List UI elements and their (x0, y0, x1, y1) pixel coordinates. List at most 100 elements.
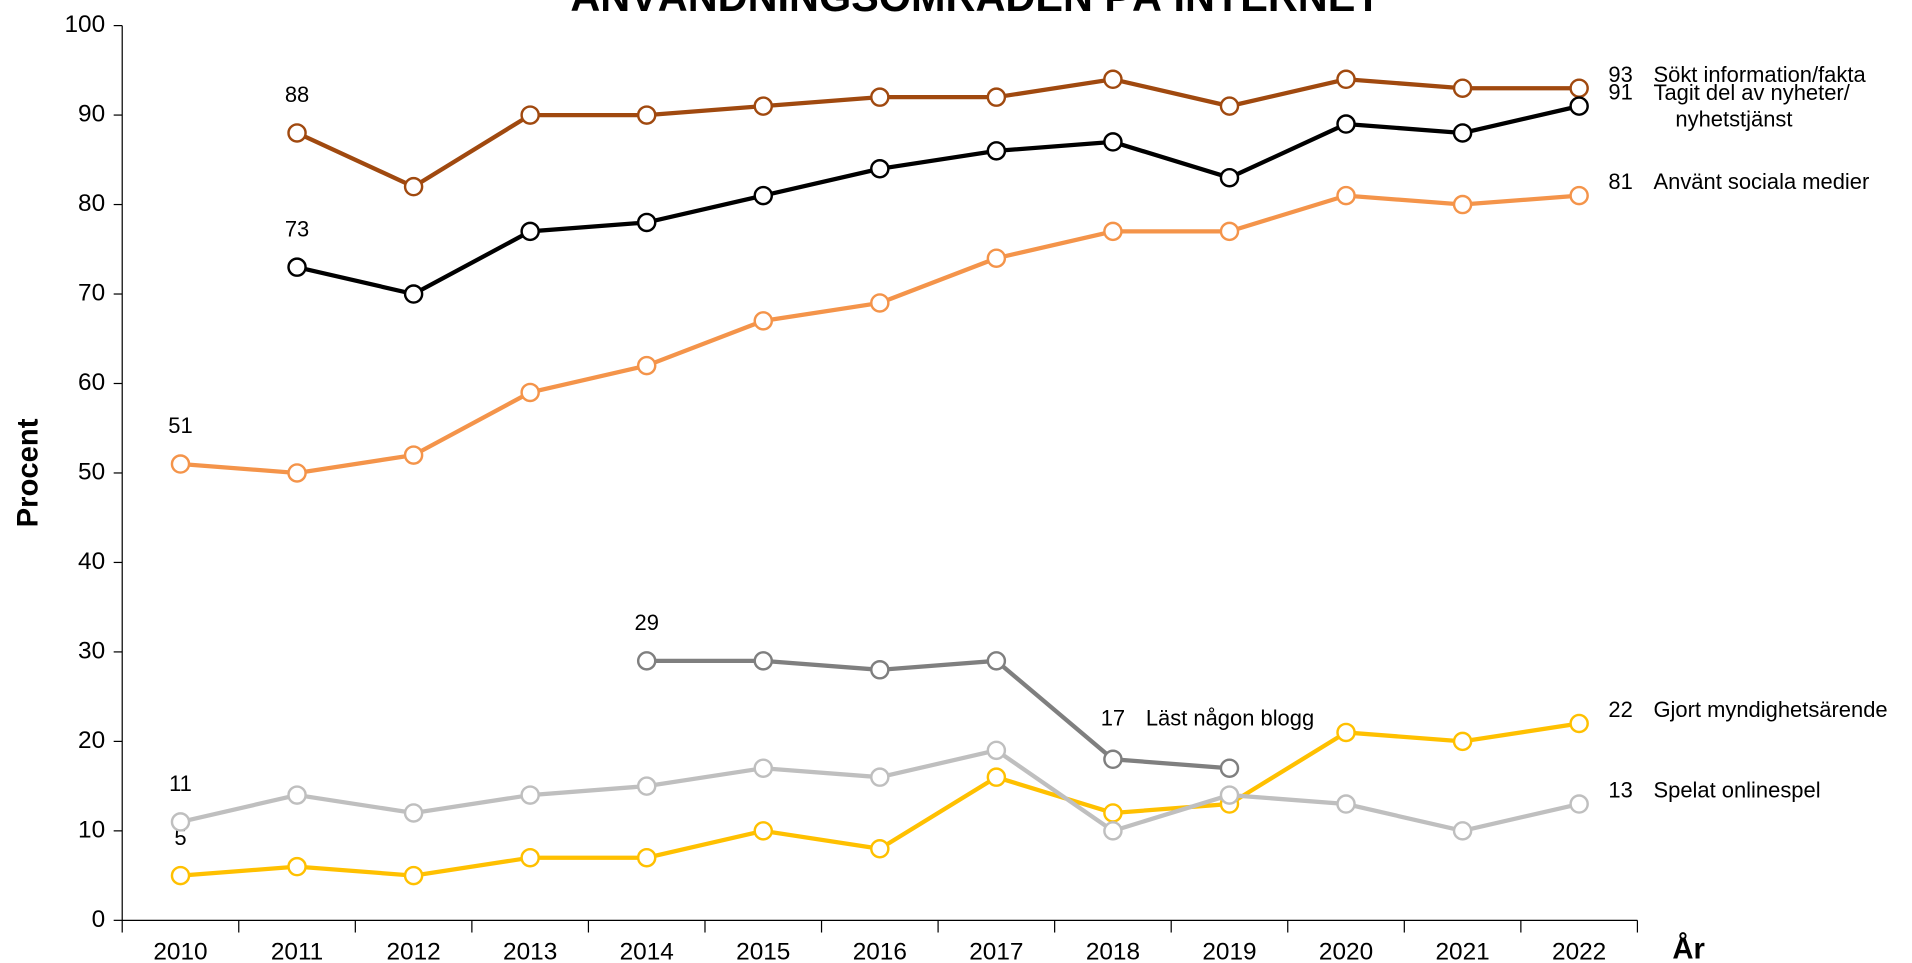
x-tick-label: 2019 (1202, 939, 1256, 963)
point (636, 651, 657, 671)
series-line (296, 104, 1580, 297)
point (1569, 185, 1589, 206)
point (1336, 794, 1356, 814)
point (1103, 749, 1123, 770)
chart-title: ANVÄNDNINGSOMRÅDEN PÅ INTERNET (570, 0, 1380, 20)
point (1336, 114, 1356, 134)
y-tick-label: 40 (78, 548, 105, 575)
legend-label: Spelat onlinespel (1653, 778, 1820, 803)
x-tick-label: 2020 (1319, 939, 1373, 963)
point (403, 445, 424, 465)
point (986, 248, 1007, 268)
x-tick-label: 2021 (1435, 939, 1489, 963)
point (870, 159, 890, 179)
point (636, 212, 657, 233)
y-tick-label: 90 (78, 101, 105, 128)
point (870, 767, 890, 787)
point (1103, 69, 1123, 90)
point (520, 785, 540, 805)
legend-label: Läst någon blogg (1146, 705, 1314, 730)
point (1452, 194, 1473, 215)
point (287, 856, 307, 877)
end-label: 17 (1101, 705, 1125, 730)
point (1103, 132, 1123, 152)
point (753, 758, 774, 778)
point (1219, 785, 1240, 805)
end-label: 91 (1608, 80, 1632, 105)
data-label: 11 (169, 771, 192, 796)
point (520, 847, 540, 868)
y-tick-label: 30 (78, 637, 105, 664)
legend-label: Tagit del av nyheter/nyhetstjänst (1653, 80, 1850, 132)
point (986, 740, 1007, 761)
point (1452, 123, 1473, 143)
point (986, 141, 1007, 161)
point (636, 105, 657, 125)
point (1452, 731, 1473, 752)
point (403, 865, 424, 886)
point (1219, 167, 1240, 188)
point (1336, 69, 1356, 90)
point (753, 821, 774, 841)
point (1103, 821, 1123, 841)
x-tick-label: 2012 (386, 939, 440, 963)
point (403, 284, 424, 304)
point (753, 651, 774, 671)
point (170, 812, 191, 832)
point (520, 221, 540, 242)
point (170, 454, 191, 474)
x-axis-label: År (1672, 933, 1705, 963)
point (1219, 221, 1240, 242)
end-label: 93 (1608, 62, 1632, 87)
point (870, 839, 890, 859)
point (1336, 185, 1356, 206)
point (520, 105, 540, 125)
point (520, 382, 540, 403)
data-label: 29 (635, 610, 659, 635)
point (753, 185, 774, 206)
point (1452, 78, 1473, 98)
y-tick-label: 60 (78, 369, 105, 396)
point (870, 293, 890, 313)
point (1452, 821, 1473, 841)
x-tick-label: 2013 (503, 939, 557, 963)
y-tick-label: 20 (78, 727, 105, 754)
y-tick-label: 50 (78, 458, 105, 485)
point (986, 767, 1007, 787)
y-tick-label: 0 (92, 906, 106, 933)
data-label: 73 (285, 216, 309, 241)
legend-label: Sökt information/fakta (1653, 62, 1866, 87)
x-tick-label: 2010 (153, 939, 207, 963)
point (1336, 722, 1356, 743)
point (986, 87, 1007, 107)
point (403, 803, 424, 823)
x-tick-label: 2017 (969, 939, 1023, 963)
x-tick-label: 2015 (736, 939, 790, 963)
point (986, 651, 1007, 671)
point (170, 865, 191, 886)
x-tick-label: 2016 (853, 939, 907, 963)
end-label: 13 (1608, 778, 1632, 803)
series-line (296, 77, 1580, 190)
point (1219, 96, 1240, 116)
point (1569, 96, 1589, 116)
point (636, 776, 657, 796)
series-line (646, 658, 1230, 771)
x-tick-label: 2018 (1086, 939, 1140, 963)
y-tick-label: 80 (78, 190, 105, 217)
point (287, 463, 307, 483)
y-tick-label: 10 (78, 816, 105, 843)
point (870, 660, 890, 680)
end-label: 81 (1608, 169, 1632, 194)
point (287, 257, 307, 277)
x-tick-label: 2014 (620, 939, 674, 963)
x-tick-label: 2011 (271, 939, 323, 963)
series-line (180, 748, 1580, 834)
point (1569, 713, 1589, 734)
point (753, 311, 774, 331)
end-label: 22 (1608, 697, 1632, 722)
point (753, 96, 774, 116)
point (403, 176, 424, 197)
point (1569, 794, 1589, 814)
